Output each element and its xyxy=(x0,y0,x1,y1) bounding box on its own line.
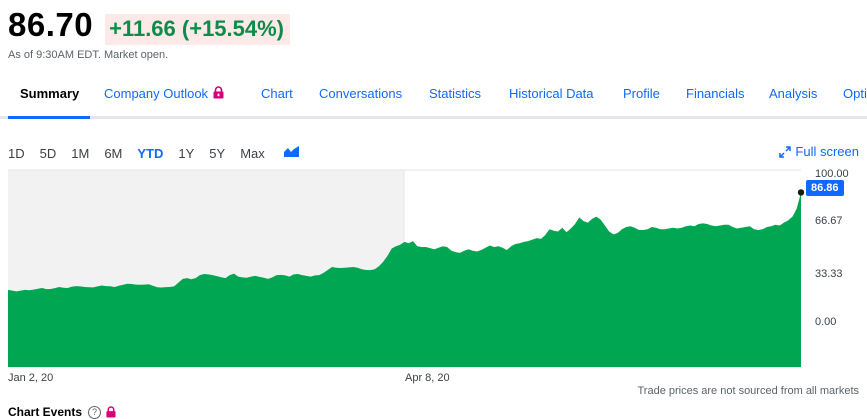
y-tick-label: 100.00 xyxy=(815,168,849,180)
lock-icon xyxy=(213,86,224,99)
tab-summary[interactable]: Summary xyxy=(20,86,80,101)
range-ytd[interactable]: YTD xyxy=(137,145,164,161)
tab-company-outlook-label: Company Outlook xyxy=(104,86,209,101)
tab-options[interactable]: Opti xyxy=(843,86,867,101)
range-1y[interactable]: 1Y xyxy=(178,145,195,161)
tab-chart[interactable]: Chart xyxy=(261,86,293,101)
quote-timestamp: As of 9:30AM EDT. Market open. xyxy=(8,49,169,61)
price-row: 86.70 +11.66 (+15.54%) xyxy=(8,6,291,45)
chart-events-header[interactable]: Chart Events ? xyxy=(8,405,116,419)
active-tab-indicator xyxy=(8,116,90,119)
tab-company-outlook[interactable]: Company Outlook xyxy=(104,86,224,101)
quote-nav-tabs: Summary Company Outlook Chart Conversati… xyxy=(0,78,867,119)
range-6m[interactable]: 6M xyxy=(104,145,123,161)
range-1d[interactable]: 1D xyxy=(8,145,25,161)
quote-header: 86.70 +11.66 (+15.54%) As of 9:30AM EDT.… xyxy=(8,6,291,61)
tab-financials[interactable]: Financials xyxy=(686,86,745,101)
range-selector: 1D 5D 1M 6M YTD 1Y 5Y Max xyxy=(8,144,299,162)
price-chart[interactable] xyxy=(0,168,867,370)
full-screen-button[interactable]: Full screen xyxy=(779,144,859,159)
help-icon[interactable]: ? xyxy=(88,405,102,419)
expand-icon xyxy=(779,145,792,158)
current-price: 86.70 xyxy=(8,6,94,43)
chart-events-label: Chart Events xyxy=(8,405,83,419)
y-tick-label: 0.00 xyxy=(815,316,837,328)
tab-profile[interactable]: Profile xyxy=(623,86,660,101)
area-chart-icon xyxy=(283,146,299,157)
range-1m[interactable]: 1M xyxy=(71,145,90,161)
last-price-tag: 86.86 xyxy=(806,180,844,196)
range-max[interactable]: Max xyxy=(240,145,265,161)
chart-type-button[interactable] xyxy=(283,144,299,162)
price-area xyxy=(8,192,801,367)
full-screen-label: Full screen xyxy=(795,144,859,159)
price-change: +11.66 (+15.54%) xyxy=(105,14,291,45)
x-tick-label: Jan 2, 20 xyxy=(8,372,54,384)
tab-historical-data[interactable]: Historical Data xyxy=(509,86,594,101)
trade-disclaimer: Trade prices are not sourced from all ma… xyxy=(637,385,859,397)
last-price-marker xyxy=(797,189,805,196)
y-tick-label: 33.33 xyxy=(815,268,843,280)
range-5d[interactable]: 5D xyxy=(39,145,57,161)
chart-markers xyxy=(797,189,805,196)
tab-analysis[interactable]: Analysis xyxy=(769,86,818,101)
tab-statistics[interactable]: Statistics xyxy=(429,86,482,101)
y-tick-label: 66.67 xyxy=(815,215,843,227)
lock-icon xyxy=(106,406,116,418)
x-tick-label: Apr 8, 20 xyxy=(405,372,450,384)
range-5y[interactable]: 5Y xyxy=(209,145,226,161)
tab-conversations[interactable]: Conversations xyxy=(319,86,403,101)
